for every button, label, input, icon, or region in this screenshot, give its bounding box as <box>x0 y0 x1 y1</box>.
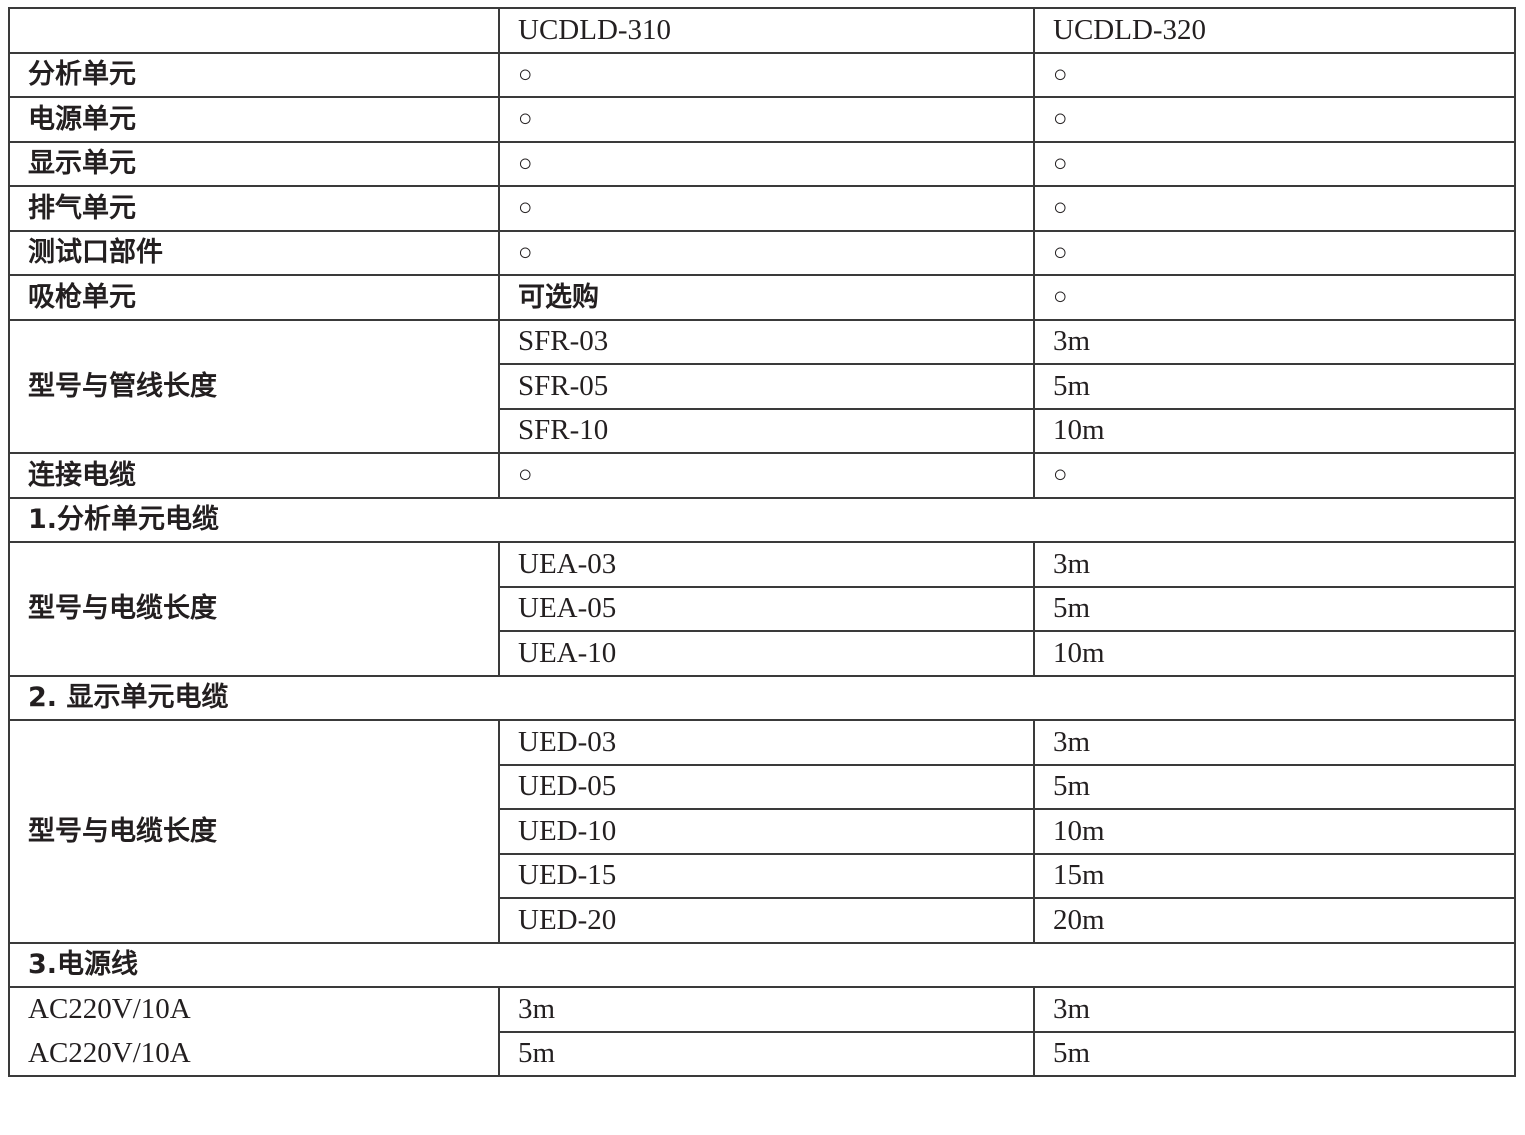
table-row: 吸枪单元 可选购 ○ <box>8 274 1516 321</box>
table-row: 连接电缆 ○ ○ <box>8 452 1516 499</box>
item-name-cell: 吸枪单元 <box>8 274 500 321</box>
model-cell: SFR-05 <box>498 363 1035 410</box>
value-cell: ○ <box>1033 96 1516 143</box>
model-cell: UED-03 <box>498 719 1035 766</box>
value-cell: ○ <box>498 96 1035 143</box>
section-heading: 1.分析单元电缆 <box>8 496 1516 543</box>
table-row: 型号与电缆长度 UED-03 3m <box>8 719 1516 944</box>
table-row: UED-05 5m <box>9 763 1516 810</box>
table-row: 电源单元 ○ ○ <box>8 96 1516 143</box>
group-label-cell: 型号与管线长度 <box>8 318 500 454</box>
item-name-cell: 连接电缆 <box>8 452 500 499</box>
group-label-cell: 型号与电缆长度 <box>8 541 500 677</box>
table-row: SFR-05 5m <box>9 363 1516 410</box>
table-row: UEA-05 5m <box>9 585 1516 632</box>
value-cell: ○ <box>498 51 1035 98</box>
item-name-cell: 排气单元 <box>8 185 500 232</box>
value-cell: ○ <box>1033 140 1516 187</box>
value-cell: ○ <box>498 229 1035 276</box>
length-cell: 5m <box>1033 585 1516 632</box>
section-heading: 2. 显示单元电缆 <box>8 674 1516 721</box>
model-cell: UED-05 <box>498 763 1035 810</box>
table-row: UED-20 20m <box>9 897 1516 944</box>
item-name-cell: AC220V/10A <box>8 986 500 1032</box>
item-name-cell: AC220V/10A <box>8 1031 500 1077</box>
value-cell: 5m <box>498 1030 1035 1077</box>
item-name-cell: 测试口部件 <box>8 229 500 276</box>
table-row: UED-10 10m <box>9 808 1516 855</box>
value-cell: ○ <box>1033 51 1516 98</box>
table-row: UEA-10 10m <box>9 630 1516 677</box>
value-cell: 3m <box>1033 986 1516 1033</box>
length-cell: 3m <box>1033 719 1516 766</box>
table-row: SFR-10 10m <box>9 407 1516 454</box>
table-row: AC220V/10A 5m 5m <box>8 1030 1516 1077</box>
value-cell: 5m <box>1033 1030 1516 1077</box>
table-row: 排气单元 ○ ○ <box>8 185 1516 232</box>
section-heading: 3.电源线 <box>8 941 1516 988</box>
value-cell: ○ <box>1033 452 1516 499</box>
header-model-cell: UCDLD-320 <box>1033 7 1516 54</box>
length-cell: 10m <box>1033 630 1516 677</box>
accessory-spec-table: UCDLD-310 UCDLD-320 分析单元 ○ ○ 电源单元 ○ ○ 显示单元 ○ ○ 排气单元… <box>8 7 1516 1077</box>
length-cell: 15m <box>1033 852 1516 899</box>
table-row: UED-15 15m <box>9 852 1516 899</box>
value-cell: ○ <box>498 452 1035 499</box>
header-row: UCDLD-310 UCDLD-320 <box>8 7 1516 54</box>
section-row: 3.电源线 <box>8 941 1516 988</box>
value-cell: ○ <box>1033 274 1516 321</box>
table-row: 分析单元 ○ ○ <box>8 51 1516 98</box>
value-cell: ○ <box>498 185 1035 232</box>
model-cell: UEA-10 <box>498 630 1035 677</box>
model-cell: UEA-03 <box>498 541 1035 588</box>
value-cell: 可选购 <box>498 274 1035 321</box>
table-body: UCDLD-310 UCDLD-320 分析单元 ○ ○ 电源单元 ○ ○ 显示单元 ○ ○ 排气单元… <box>8 7 1516 1077</box>
model-cell: UED-10 <box>498 808 1035 855</box>
length-cell: 5m <box>1033 363 1516 410</box>
model-cell: UEA-05 <box>498 585 1035 632</box>
header-model-cell: UCDLD-310 <box>498 7 1035 54</box>
table-row: 型号与电缆长度 UEA-03 3m <box>8 541 1516 677</box>
length-cell: 20m <box>1033 897 1516 944</box>
length-cell: 3m <box>1033 318 1516 365</box>
item-name-cell: 电源单元 <box>8 96 500 143</box>
length-cell: 10m <box>1033 407 1516 454</box>
header-blank-cell <box>8 7 500 54</box>
model-cell: UED-15 <box>498 852 1035 899</box>
model-cell: SFR-10 <box>498 407 1035 454</box>
item-name-cell: 分析单元 <box>8 51 500 98</box>
item-name-cell: 显示单元 <box>8 140 500 187</box>
value-cell: ○ <box>1033 185 1516 232</box>
value-cell: 3m <box>498 986 1035 1033</box>
section-row: 1.分析单元电缆 <box>8 496 1516 543</box>
table-row: 显示单元 ○ ○ <box>8 140 1516 187</box>
length-cell: 5m <box>1033 763 1516 810</box>
table-row: 测试口部件 ○ ○ <box>8 229 1516 276</box>
length-cell: 10m <box>1033 808 1516 855</box>
section-row: 2. 显示单元电缆 <box>8 674 1516 721</box>
group-label-cell: 型号与电缆长度 <box>8 719 500 944</box>
length-cell: 3m <box>1033 541 1516 588</box>
model-cell: SFR-03 <box>498 318 1035 365</box>
value-cell: ○ <box>1033 229 1516 276</box>
table-row: AC220V/10A 3m 3m <box>8 986 1516 1033</box>
model-cell: UED-20 <box>498 897 1035 944</box>
value-cell: ○ <box>498 140 1035 187</box>
table-row: 型号与管线长度 SFR-03 3m <box>8 318 1516 454</box>
